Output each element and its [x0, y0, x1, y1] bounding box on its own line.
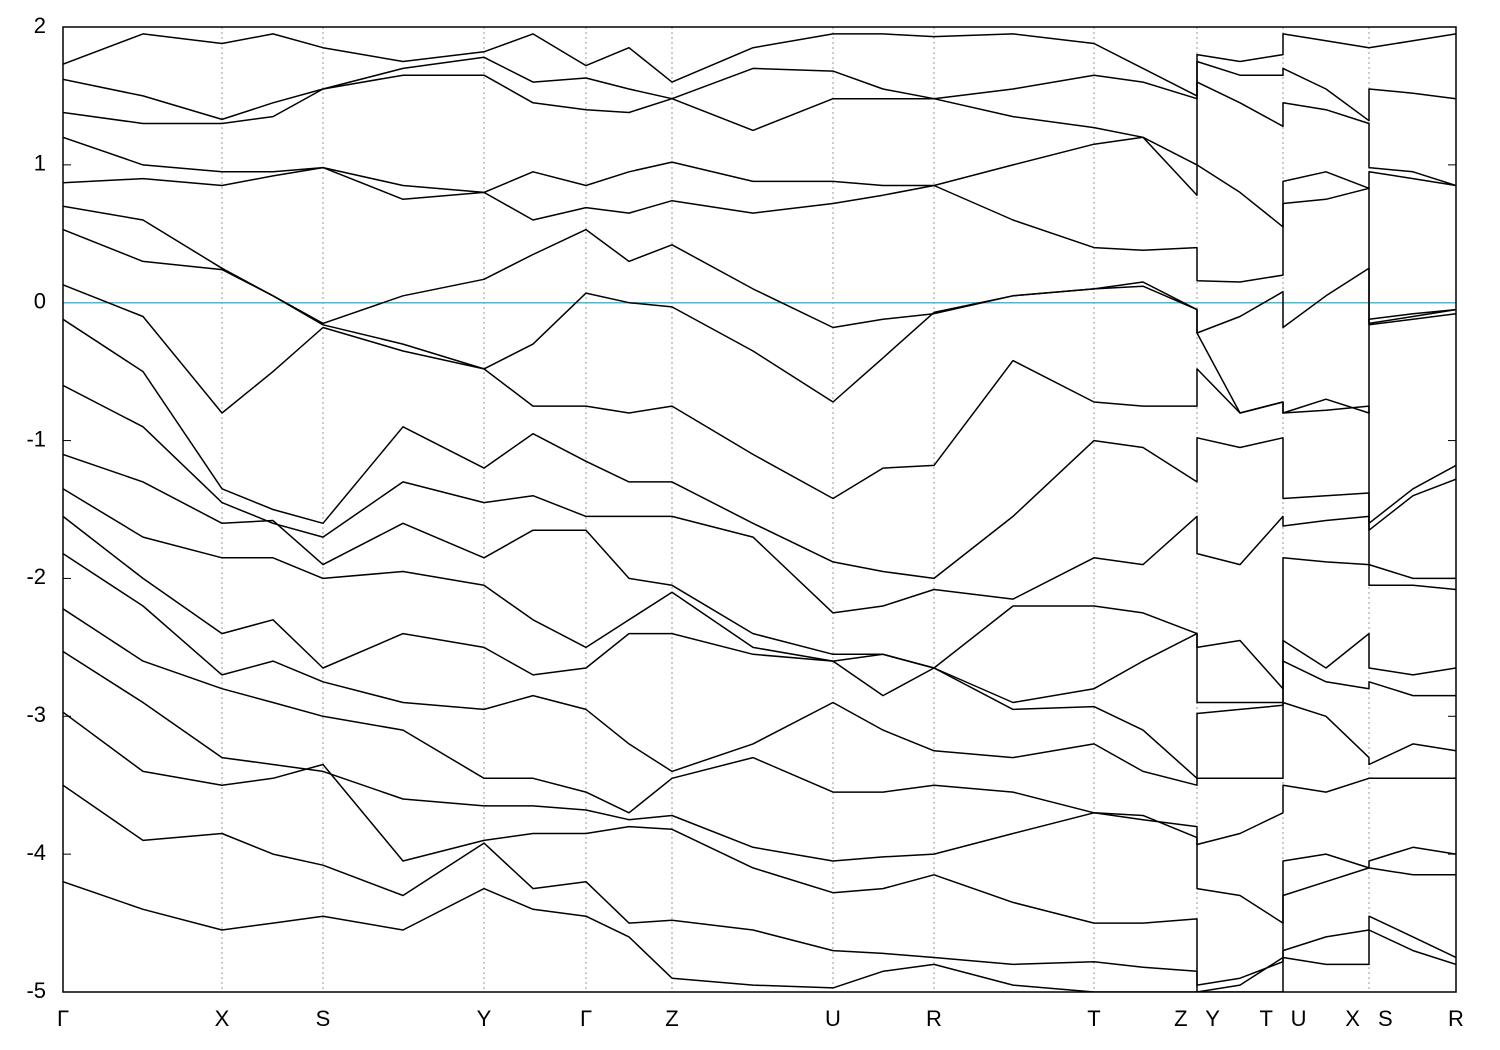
x-tick-label: Γ	[57, 1006, 69, 1031]
x-tick-label: Z	[665, 1006, 678, 1031]
y-tick-label: -3	[26, 702, 46, 727]
bands	[63, 33, 1456, 992]
band-line	[63, 136, 1456, 228]
x-tick-label: Y	[477, 1006, 492, 1031]
band-line	[63, 515, 1456, 780]
band-line	[63, 650, 1456, 924]
y-tick-label: -5	[26, 978, 46, 1003]
band-line	[63, 608, 1456, 846]
band-line	[63, 166, 1456, 325]
x-tick-label: X S	[1345, 1006, 1392, 1031]
band-line	[63, 56, 1456, 122]
y-tick-label: 2	[34, 13, 46, 38]
band-line	[63, 488, 1456, 704]
band-line	[63, 711, 1456, 992]
x-tick-label: R	[926, 1006, 942, 1031]
x-tick-label: S	[316, 1006, 331, 1031]
y-tick-label: -4	[26, 840, 46, 865]
band-line	[63, 33, 1456, 97]
band-line	[63, 228, 1456, 414]
band-line	[63, 205, 1456, 334]
y-tick-label: -2	[26, 564, 46, 589]
labels: -5 -4 -3 -2 -1 0 1 2 Γ X S Y Γ Z U R T Z Y T U X S R	[26, 13, 1464, 1031]
x-tick-label: X	[215, 1006, 230, 1031]
y-tick-label: 1	[34, 151, 46, 176]
x-tick-label: R	[1448, 1006, 1464, 1031]
x-tick-label: Z Y	[1174, 1006, 1220, 1031]
x-tick-label: Γ	[580, 1006, 592, 1031]
band-line	[63, 880, 1456, 992]
x-tick-label: T U	[1259, 1006, 1306, 1031]
band-line	[63, 284, 1456, 525]
band-line	[63, 784, 1456, 986]
x-tick-label: U	[825, 1006, 841, 1031]
plot-frame	[62, 26, 1457, 993]
x-tick-label: T	[1087, 1006, 1100, 1031]
y-tick-label: -1	[26, 426, 46, 451]
band-line	[63, 552, 1456, 786]
y-tick-label: 0	[34, 289, 46, 314]
band-line	[63, 384, 1456, 614]
band-line	[63, 318, 1456, 580]
band-line	[63, 74, 1456, 187]
